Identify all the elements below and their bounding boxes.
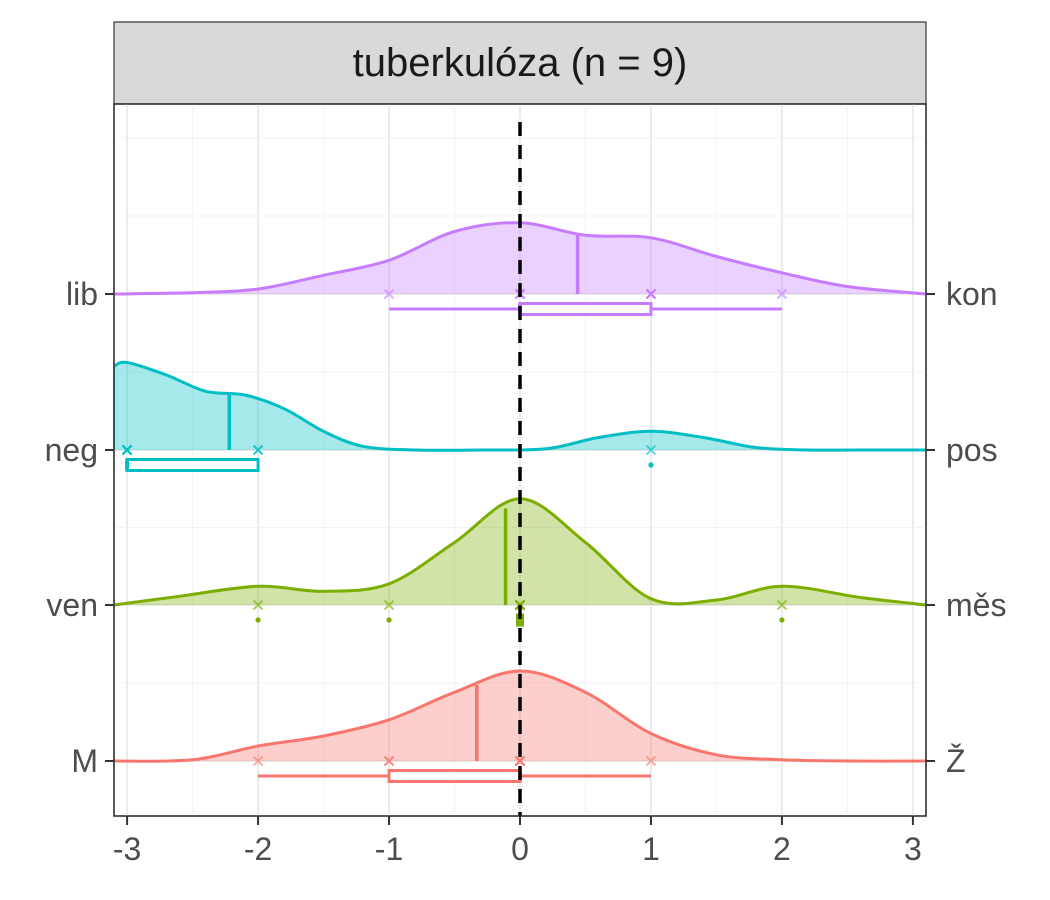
box-iqr: [125, 458, 260, 472]
facet-strip: [113, 21, 927, 105]
observation-mark: [645, 288, 657, 300]
box-iqr: [387, 769, 522, 783]
x-tick-label: -2: [244, 831, 272, 867]
density-curve: [113, 360, 926, 452]
observation-mark: [383, 755, 395, 767]
y-tick-label-left: neg: [45, 432, 98, 468]
x-tick-label: -3: [113, 831, 141, 867]
y-tick-label-right: kon: [946, 276, 998, 312]
y-tick-label-left: lib: [66, 276, 98, 312]
observation-mark: [383, 599, 395, 611]
observation-mark: [121, 444, 133, 456]
observation-mark: [645, 755, 657, 767]
box-outlier: [648, 462, 654, 468]
observation-mark: [252, 755, 264, 767]
box-outlier: [386, 617, 392, 623]
box-outlier: [779, 617, 785, 623]
box-iqr: [518, 302, 653, 316]
y-tick-label-left: ven: [46, 587, 98, 623]
x-tick-label: 2: [773, 831, 791, 867]
observation-mark: [383, 288, 395, 300]
density-area: [114, 222, 926, 294]
observation-mark: [776, 599, 788, 611]
density-curve: [113, 669, 927, 763]
observation-mark: [645, 444, 657, 456]
facet-title: tuberkulóza (n = 9): [353, 41, 688, 85]
y-tick-label-right: měs: [946, 587, 1006, 623]
observation-mark: [776, 288, 788, 300]
x-tick-label: 1: [642, 831, 660, 867]
ridge-neg: [113, 360, 926, 472]
y-tick-label-right: pos: [946, 432, 998, 468]
x-tick-label: 0: [511, 831, 529, 867]
density-area: [114, 498, 926, 605]
box-outlier: [255, 617, 261, 623]
y-tick-label-right: Ž: [946, 743, 966, 779]
x-tick-label: -1: [375, 831, 403, 867]
observation-mark: [514, 755, 526, 767]
x-tick-label: 3: [904, 831, 922, 867]
y-tick-label-left: M: [71, 743, 98, 779]
observation-mark: [252, 599, 264, 611]
ridges: [113, 221, 927, 783]
observation-mark: [252, 444, 264, 456]
